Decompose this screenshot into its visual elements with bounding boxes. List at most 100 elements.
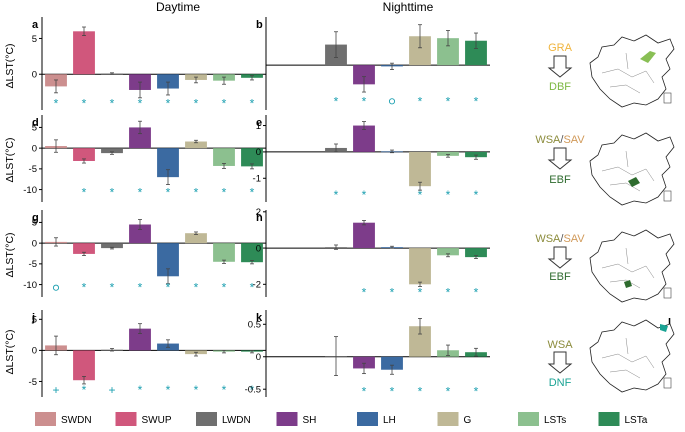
bar-lwdn xyxy=(101,243,123,249)
bar-lh xyxy=(381,356,403,370)
cover-type: WSA xyxy=(547,339,573,351)
panel-b: b * * * * * xyxy=(256,17,490,110)
bar-sh xyxy=(353,356,375,369)
y-tick-label: 5 xyxy=(32,218,37,229)
y-tick-label: 0 xyxy=(256,352,261,363)
significance-star: * xyxy=(82,281,87,295)
legend-swatch xyxy=(437,412,459,426)
significance-star: * xyxy=(446,384,451,398)
significance-star: * xyxy=(474,94,479,108)
significance-star: * xyxy=(250,186,255,200)
bar-g xyxy=(409,248,431,285)
bar-lwdn xyxy=(101,148,123,154)
bar-lsts xyxy=(437,38,459,66)
panel-letter: h xyxy=(256,212,263,224)
significance-star: * xyxy=(446,94,451,108)
panel-letter: e xyxy=(256,117,262,129)
south-sea-inset-icon xyxy=(663,287,672,299)
significance-star: * xyxy=(474,384,479,398)
conversion-arrow-icon xyxy=(547,55,573,78)
significance-star: * xyxy=(194,96,199,110)
bar-sh xyxy=(353,125,375,152)
panel-g: g5 0 -5 -10 * * * * * * * xyxy=(23,210,266,297)
legend-label: SH xyxy=(303,415,317,426)
china-map-c xyxy=(589,34,675,108)
significance-star: * xyxy=(166,383,171,397)
significance-star: * xyxy=(194,383,199,397)
y-axis-label-row3: ΔLST(°C) xyxy=(4,232,16,277)
panel-h: h20-2* * * * * xyxy=(253,207,490,299)
cover-type: / xyxy=(560,134,564,146)
bar-g xyxy=(409,36,431,66)
cover-conversion-l: WSA DNF xyxy=(547,339,573,389)
y-tick-label: 1 xyxy=(256,121,261,132)
significance-star: * xyxy=(194,281,199,295)
cover-from-label: WSA/SAV xyxy=(535,134,585,146)
conversion-arrow-icon xyxy=(547,246,573,269)
panel-k: k0.50-0.5 * * * * * xyxy=(245,310,490,398)
province-borders-icon xyxy=(601,337,655,379)
y-tick-label: 5 xyxy=(32,34,37,45)
y-axis-label-row1: ΔLST(°C) xyxy=(4,43,16,88)
bar-lsts xyxy=(213,148,235,166)
cover-type: WSA xyxy=(535,134,561,146)
cover-type: WSA xyxy=(535,233,561,245)
legend-swatch xyxy=(196,412,217,426)
panel-letter: j xyxy=(31,312,35,324)
bar-lh xyxy=(157,243,179,277)
cover-type: SAV xyxy=(563,134,585,146)
bar-swup xyxy=(73,350,95,381)
province-borders-icon xyxy=(601,150,655,192)
y-tick-label: -5 xyxy=(29,259,37,270)
cover-conversion-i: WSA/SAV EBF xyxy=(535,233,585,283)
significance-star: * xyxy=(446,285,451,299)
bar-lsta xyxy=(465,40,487,66)
significance-star: * xyxy=(166,96,171,110)
china-map-l xyxy=(589,319,675,393)
conversion-region-icon xyxy=(624,280,632,288)
cover-conversion-f: WSA/SAV EBF xyxy=(535,134,585,186)
south-sea-inset-icon xyxy=(663,190,672,202)
china-outline-icon xyxy=(589,132,675,206)
y-tick-label: 0 xyxy=(256,243,261,254)
china-outline-icon xyxy=(589,229,675,303)
cover-from-label: WSA xyxy=(547,339,573,351)
y-axis-label-row4: ΔLST(°C) xyxy=(4,329,16,374)
panel-j: j5 0 -5 + * + * * * * * xyxy=(29,310,266,397)
legend-swatch xyxy=(276,412,298,426)
legend-label: LSTs xyxy=(544,415,566,426)
significance-star: * xyxy=(166,186,171,200)
legend-label: LWDN xyxy=(222,415,251,426)
panel-letter-l: l xyxy=(668,317,671,329)
bar-lsta xyxy=(241,148,263,167)
conversion-arrow-icon xyxy=(547,351,573,374)
significance-star: * xyxy=(250,96,255,110)
bar-lh xyxy=(157,74,179,89)
bar-sh xyxy=(129,224,151,244)
significance-star: * xyxy=(82,96,87,110)
significance-star: * xyxy=(362,188,367,202)
y-tick-label: -10 xyxy=(23,185,37,196)
panel-d: d50-5-10 * * * * * * * xyxy=(23,115,266,202)
china-outline-icon xyxy=(589,319,675,393)
significance-star: * xyxy=(166,281,171,295)
significance-star: * xyxy=(390,384,395,398)
bar-swup xyxy=(73,148,95,161)
significance-star: * xyxy=(110,96,115,110)
bar-lsta xyxy=(465,151,487,158)
panel-letter: d xyxy=(32,117,39,129)
china-map-f xyxy=(589,132,675,206)
cover-type: SAV xyxy=(563,233,585,245)
y-tick-label: -5 xyxy=(29,377,37,388)
cover-type: GRA xyxy=(548,42,573,54)
bar-sh xyxy=(353,65,375,85)
china-map-i xyxy=(589,229,675,303)
significance-star: * xyxy=(250,383,255,397)
bar-lsta xyxy=(241,243,263,263)
significance-star: * xyxy=(390,285,395,299)
significance-circle xyxy=(388,98,396,105)
significance-star: * xyxy=(222,383,227,397)
significance-star: * xyxy=(194,186,199,200)
y-tick-label: -10 xyxy=(23,280,37,291)
bar-sh xyxy=(129,127,151,149)
